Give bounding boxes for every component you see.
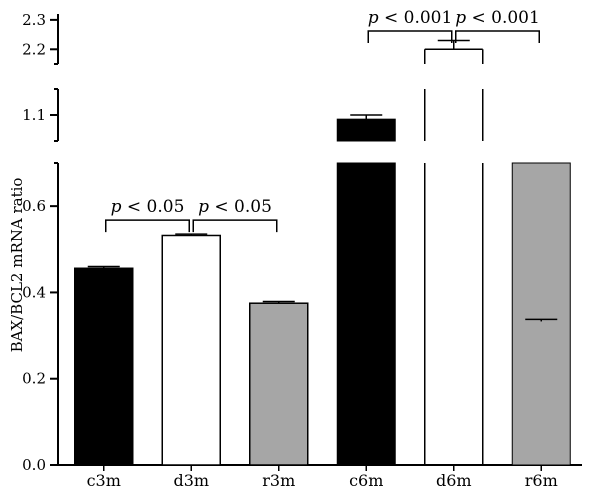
significance-bracket: p < 0.05 [105, 197, 190, 233]
bracket-line [367, 30, 453, 43]
y-tick-label: 0.0 [22, 456, 46, 474]
category-label-c6m: c6m [349, 471, 383, 490]
bracket-line [192, 219, 278, 233]
significance-label: p < 0.05 [111, 197, 185, 217]
bracket-line [105, 219, 190, 233]
y-tick-label: 2.3 [22, 11, 46, 29]
significance-bracket: p < 0.001 [367, 8, 453, 43]
category-label-r3m: r3m [262, 471, 295, 490]
p-symbol: p [111, 197, 122, 217]
p-threshold: < 0.001 [466, 8, 540, 28]
bar-rect [336, 118, 396, 142]
bar-d6m [424, 39, 484, 465]
p-threshold: < 0.001 [379, 8, 453, 28]
p-symbol: p [198, 197, 209, 217]
significance-bracket: p < 0.05 [192, 197, 278, 233]
bar-rect [511, 162, 571, 466]
significance-label: p < 0.001 [368, 8, 453, 28]
y-tick-label: 0.2 [22, 370, 46, 388]
p-threshold: < 0.05 [209, 197, 272, 217]
y-tick-label: 0.4 [22, 283, 46, 301]
bar-d3m [161, 233, 221, 466]
y-tick-label: 2.2 [22, 40, 46, 58]
bar-rect [336, 162, 396, 466]
bars [74, 39, 571, 466]
category-label-c3m: c3m [87, 471, 121, 490]
significance-bracket: p < 0.001 [455, 8, 540, 43]
p-symbol: p [368, 8, 379, 28]
bar-r6m [511, 162, 571, 466]
y-tick-label: 1.1 [22, 106, 46, 124]
y-axis: 0.0 0.2 0.4 0.6 1.1 2.2 2.3 [22, 11, 582, 474]
significance-label: p < 0.05 [198, 197, 272, 217]
p-symbol: p [455, 8, 466, 28]
category-labels: c3m d3m r3m c6m d6m r6m [87, 471, 558, 490]
bar-r3m [249, 300, 309, 466]
category-label-r6m: r6m [525, 471, 558, 490]
y-axis-label: BAX/BCL2 mRNA ratio [8, 178, 26, 353]
bar-c3m [74, 265, 134, 466]
category-label-d6m: d6m [436, 471, 472, 490]
significance-brackets: p < 0.05 p < 0.05p < 0.001 p < 0.001 [105, 8, 540, 233]
category-label-d3m: d3m [173, 471, 209, 490]
bar-rect [249, 302, 309, 466]
bar-rect [74, 267, 134, 466]
bar-rect [161, 234, 221, 466]
bracket-line [455, 30, 540, 43]
y-tick-label: 0.6 [22, 197, 46, 215]
bar-c6m [336, 114, 396, 466]
p-threshold: < 0.05 [121, 197, 184, 217]
significance-label: p < 0.001 [455, 8, 540, 28]
